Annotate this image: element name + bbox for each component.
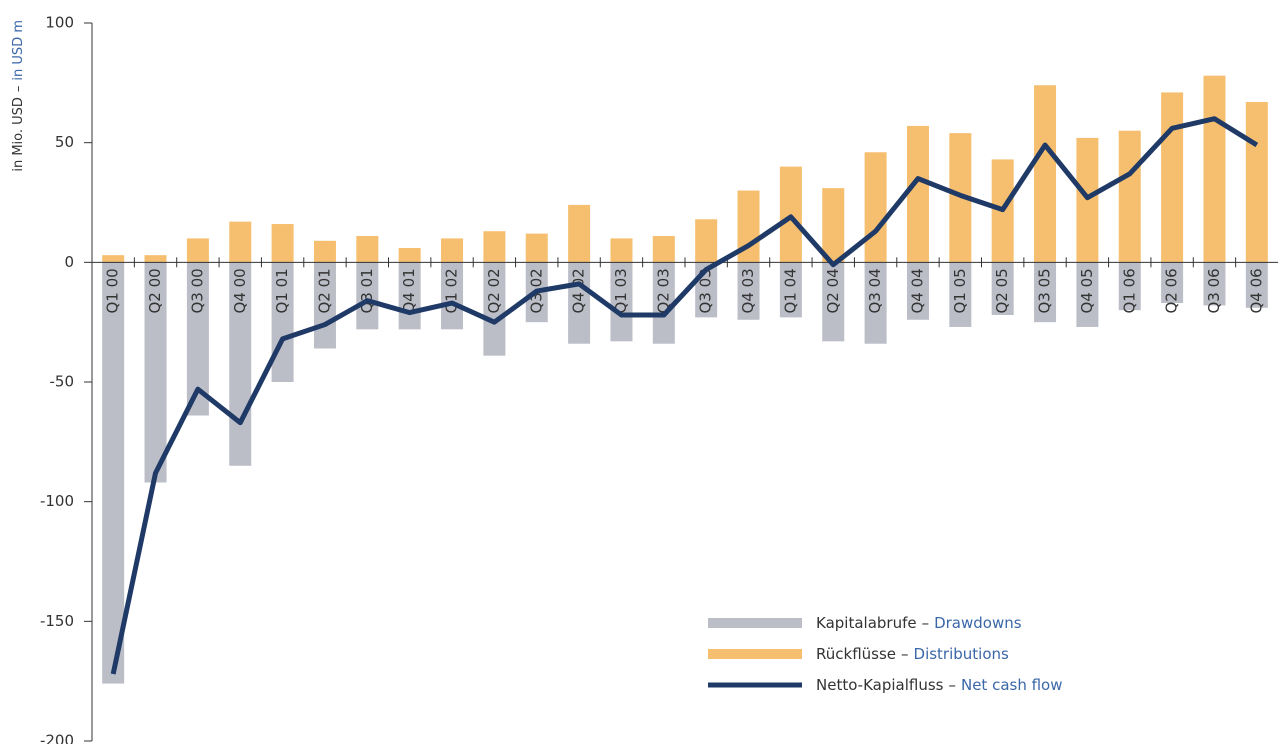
x-tick-label: Q3 03 <box>697 268 715 313</box>
legend-name-en: Drawdowns <box>934 614 1022 632</box>
bar <box>906 125 929 263</box>
x-tick-label: Q4 01 <box>400 268 418 313</box>
x-tick-label: Q2 03 <box>654 268 672 313</box>
bar <box>1076 262 1099 327</box>
bar <box>441 262 464 330</box>
bar <box>737 262 760 320</box>
legend-swatch <box>708 618 802 628</box>
bar <box>1118 130 1141 263</box>
x-tick-label: Q4 06 <box>1247 268 1265 313</box>
bar <box>144 255 167 263</box>
y-label-de: in Mio. USD <box>11 97 26 172</box>
y-label-en: in USD m <box>11 20 26 81</box>
x-tick-label: Q2 06 <box>1163 268 1181 313</box>
bar <box>525 233 548 263</box>
y-tick-label: 50 <box>55 133 74 151</box>
x-tick-label: Q1 01 <box>273 268 291 313</box>
bar <box>864 262 887 344</box>
bar <box>1245 101 1268 263</box>
bar <box>695 219 718 263</box>
x-tick-label: Q3 00 <box>188 268 206 313</box>
legend-sep: – <box>948 676 956 694</box>
bar <box>1034 85 1057 263</box>
bar <box>356 236 379 263</box>
x-tick-label: Q2 05 <box>993 268 1011 313</box>
bar <box>483 262 506 356</box>
x-tick-label: Q3 05 <box>1036 268 1054 313</box>
y-tick-label: -50 <box>50 373 75 391</box>
y-tick-label: 0 <box>64 253 74 271</box>
bar <box>144 262 167 483</box>
legend-name: Kapitalabrufe <box>816 614 917 632</box>
x-tick-label: Q2 01 <box>315 268 333 313</box>
bar <box>1245 262 1268 308</box>
x-tick-label: Q1 00 <box>104 268 122 313</box>
y-axis-label: in Mio. USD – in USD m <box>11 20 26 172</box>
bar <box>1203 262 1226 306</box>
bar <box>864 152 887 263</box>
x-tick-label: Q1 04 <box>781 268 799 313</box>
x-tick-label: Q4 00 <box>231 268 249 313</box>
x-tick-label: Q4 03 <box>739 268 757 313</box>
bar <box>652 262 675 344</box>
bar <box>102 255 125 263</box>
bar <box>1161 92 1184 263</box>
x-tick-label: Q3 04 <box>866 268 884 313</box>
bar <box>229 221 252 263</box>
x-tick-label: Q1 03 <box>612 268 630 313</box>
legend-swatch <box>708 649 802 659</box>
bar <box>652 236 675 263</box>
bar <box>906 262 929 320</box>
legend-label: Netto-Kapialfluss – Net cash flow <box>816 676 1063 694</box>
net-line <box>110 116 1259 675</box>
legend-name: Rückflüsse <box>816 645 896 663</box>
bar <box>483 231 506 263</box>
legend-name-en: Net cash flow <box>961 676 1063 694</box>
y-tick-label: -100 <box>40 492 74 510</box>
bar <box>949 262 972 327</box>
bar <box>991 262 1014 315</box>
x-tick-label: Q2 02 <box>485 268 503 313</box>
bar <box>610 238 633 263</box>
y-tick-label: -200 <box>40 732 74 744</box>
legend-sep: – <box>922 614 930 632</box>
legend-label: Kapitalabrufe – Drawdowns <box>816 614 1022 632</box>
y-tick-label: -150 <box>40 612 74 630</box>
bar <box>610 262 633 342</box>
bar <box>568 204 591 263</box>
legend-sep: – <box>901 645 909 663</box>
x-tick-label: Q2 00 <box>146 268 164 313</box>
bar <box>1203 75 1226 263</box>
bar <box>441 238 464 263</box>
bar <box>398 247 421 263</box>
x-tick-label: Q1 05 <box>951 268 969 313</box>
bar <box>102 262 125 684</box>
bar <box>356 262 379 330</box>
x-tick-label: Q1 06 <box>1120 268 1138 313</box>
legend-label: Rückflüsse – Distributions <box>816 645 1009 663</box>
bar <box>822 262 845 342</box>
legend-name-en: Distributions <box>914 645 1010 663</box>
bar <box>271 224 294 263</box>
x-tick-label: Q4 02 <box>570 268 588 313</box>
x-tick-label: Q2 04 <box>824 268 842 313</box>
bar <box>1118 262 1141 311</box>
y-label-sep: – <box>11 86 26 93</box>
bar <box>313 240 336 263</box>
x-tick-label: Q4 04 <box>908 268 926 313</box>
x-tick-label: Q4 05 <box>1078 268 1096 313</box>
bar <box>186 238 209 263</box>
bar <box>1161 262 1184 304</box>
y-tick-label: 100 <box>45 14 74 32</box>
x-tick-label: Q3 06 <box>1205 268 1223 313</box>
bar <box>822 188 845 263</box>
bar <box>1034 262 1057 323</box>
bar <box>779 262 802 318</box>
legend-name: Netto-Kapialfluss <box>816 676 944 694</box>
bar <box>186 262 209 416</box>
